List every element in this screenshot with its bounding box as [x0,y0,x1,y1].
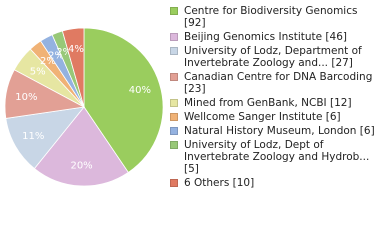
legend-swatch [170,99,178,107]
legend-swatch [170,179,178,187]
slice-label: 4% [68,44,84,55]
legend-item: Wellcome Sanger Institute [6] [170,111,375,123]
legend-label: University of Lodz, Dept of Invertebrate… [184,139,370,175]
legend-label: Canadian Centre for DNA Barcoding [23] [184,71,373,95]
legend-item: University of Lodz, Department of Invert… [170,45,375,69]
slice-label: 11% [22,131,44,142]
slice-label: 20% [70,160,92,171]
slice-label: 2% [48,51,64,62]
legend-item: Natural History Museum, London [6] [170,125,375,137]
legend-label: Wellcome Sanger Institute [6] [184,111,341,123]
legend-item: 6 Others [10] [170,177,375,189]
legend-label: University of Lodz, Department of Invert… [184,45,362,69]
legend-swatch [170,141,178,149]
slice-label: 5% [30,66,46,77]
legend-item: Canadian Centre for DNA Barcoding [23] [170,71,375,95]
pie-slice [33,106,129,187]
legend-label: 6 Others [10] [184,177,255,189]
legend-label: Beijing Genomics Institute [46] [184,31,347,43]
slice-label: 10% [15,92,37,103]
legend-swatch [170,73,178,81]
pie-slice [61,27,85,108]
legend-swatch [170,33,178,41]
legend-swatch [170,127,178,135]
legend-label: Centre for Biodiversity Genomics [92] [184,5,358,29]
legend-item: Beijing Genomics Institute [46] [170,31,375,43]
legend-item: University of Lodz, Dept of Invertebrate… [170,139,375,175]
slice-label: 2% [56,47,72,58]
legend-item: Centre for Biodiversity Genomics [92] [170,5,375,29]
legend-item: Mined from GenBank, NCBI [12] [170,97,375,109]
legend-swatch [170,47,178,55]
slice-label: 2% [40,56,56,67]
legend-label: Natural History Museum, London [6] [184,125,375,137]
legend-swatch [170,113,178,121]
pie-chart: 40%20%11%10%5%2%2%2%4% [4,27,164,187]
legend-label: Mined from GenBank, NCBI [12] [184,97,352,109]
slice-label: 40% [129,85,151,96]
legend-swatch [170,7,178,15]
legend: Centre for Biodiversity Genomics [92] Bei… [170,5,375,191]
pie-slice [83,27,164,173]
